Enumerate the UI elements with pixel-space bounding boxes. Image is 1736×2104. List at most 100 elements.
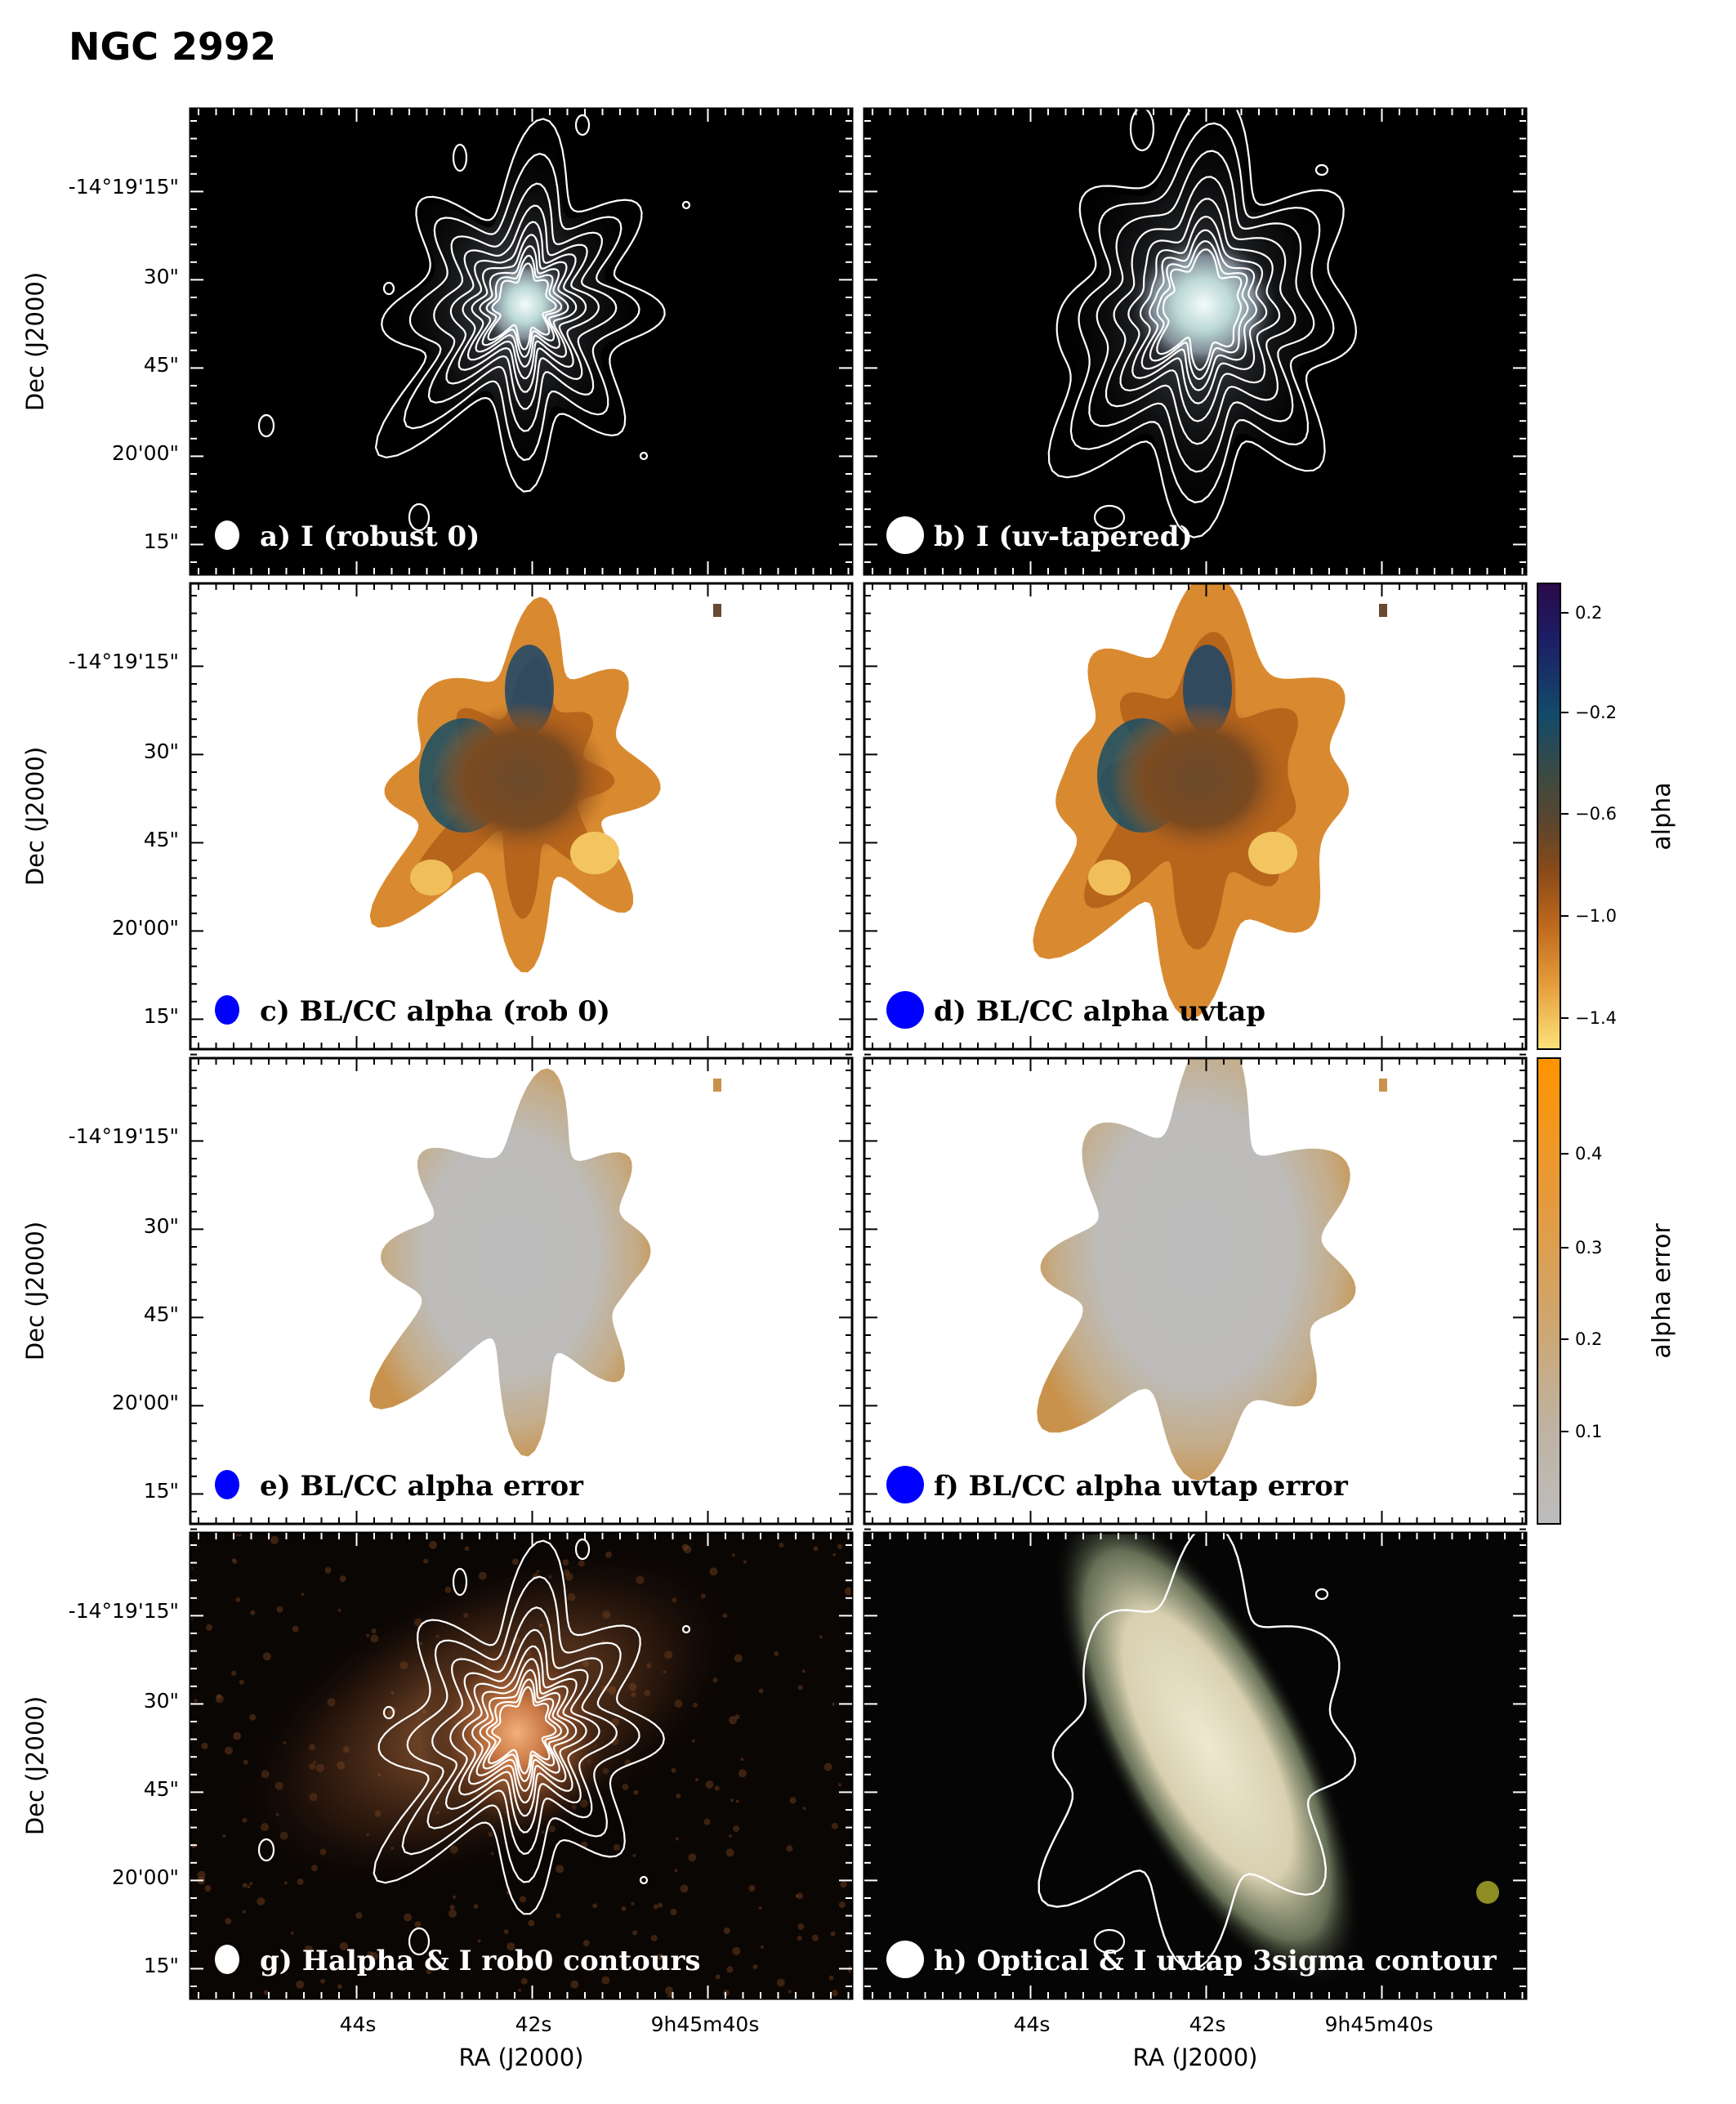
colorbar-gradient <box>1537 583 1561 1050</box>
contour-6 <box>466 234 578 380</box>
colorbar-2: 0.4 0.3 0.2 0.1 alpha error <box>1537 1057 1676 1525</box>
dec-tick-label: 30" <box>144 739 179 763</box>
panel-label: h) Optical & I uvtap 3sigma contour <box>934 1945 1497 1977</box>
contour-4 <box>445 204 600 410</box>
colorbar-1: 0.2 −0.2 −0.6 −1.0 −1.4 alpha <box>1537 583 1676 1050</box>
panel-frame <box>863 1531 1528 2000</box>
panel-frame <box>189 1056 854 1526</box>
contour-9 <box>487 1686 557 1775</box>
panel-label: a) I (robust 0) <box>260 520 480 553</box>
dec-tick-label: 30" <box>144 1214 179 1238</box>
contour-5 <box>458 1645 587 1817</box>
panel-frame <box>189 582 854 1051</box>
dec-tick-label: 30" <box>144 1689 179 1713</box>
contour-1 <box>1047 109 1358 538</box>
contour-1 <box>374 118 666 493</box>
beam-ellipse <box>215 1470 239 1499</box>
panel-frame <box>863 1056 1528 1526</box>
contour-9 <box>487 262 557 351</box>
dec-tick-label: 20'00" <box>112 1391 179 1414</box>
ra-tick-label: 44s <box>1014 2012 1051 2036</box>
contour-8 <box>481 254 563 358</box>
colorbar-tick-label: 0.4 <box>1575 1144 1602 1164</box>
colorbar-tick-label: −0.6 <box>1575 804 1617 824</box>
dec-tick-label: -14°19'15" <box>69 1599 179 1623</box>
colorbar-tick-label: 0.2 <box>1575 603 1602 623</box>
contour-4 <box>444 1628 600 1834</box>
dec-tick-label: 20'00" <box>112 916 179 940</box>
contour-7 <box>1140 229 1257 391</box>
panel-frame <box>863 107 1528 576</box>
panel-7: g) Halpha & I rob0 contours -14°19'15" 30"… <box>21 1531 854 2071</box>
dec-tick-label: -14°19'15" <box>69 1124 179 1148</box>
contour-2 <box>403 152 640 462</box>
optical-galaxy <box>1054 1533 1361 1988</box>
contour-9 <box>1156 248 1243 371</box>
panel-6: f) BL/CC alpha uvtap error <box>863 1056 1528 1530</box>
panel-label: c) BL/CC alpha (rob 0) <box>260 995 610 1028</box>
ra-tick-label: 42s <box>1189 2012 1226 2036</box>
dec-tick-label: 15" <box>144 529 179 553</box>
beam-ellipse <box>215 1945 239 1974</box>
ra-tick-label: 9h45m40s <box>1325 2012 1434 2036</box>
ra-tick-label: 44s <box>340 2012 377 2036</box>
contour-6 <box>467 1658 578 1803</box>
contour-1 <box>373 1539 665 1915</box>
contour-5 <box>1119 198 1281 422</box>
ra-tick-label: 9h45m40s <box>651 2012 760 2036</box>
contour-3 <box>427 182 618 432</box>
contour-3 <box>426 1606 618 1856</box>
panel-label: d) BL/CC alpha uvtap <box>934 995 1265 1028</box>
panel-1: a) I (robust 0) -14°19'15" 30" 45" 20'00" 15"… <box>21 107 854 581</box>
panel-label: f) BL/CC alpha uvtap error <box>934 1470 1349 1503</box>
panel-image <box>190 109 852 574</box>
colorbar-tick-label: 0.2 <box>1575 1329 1602 1349</box>
dec-tick-label: -14°19'15" <box>69 175 179 199</box>
panel-label: b) I (uv-tapered) <box>934 520 1193 553</box>
panel-5: e) BL/CC alpha error -14°19'15" 30" 45" 20'0… <box>21 1056 854 1530</box>
panel-image <box>190 583 852 1049</box>
dec-tick-label: 30" <box>144 265 179 288</box>
dec-tick-label: 20'00" <box>112 1865 179 1889</box>
colorbar-tick-label: −1.4 <box>1575 1008 1617 1028</box>
panel-frame <box>189 107 854 576</box>
contour-3 <box>1088 150 1315 473</box>
panel-image <box>190 1058 852 1524</box>
error-map <box>369 1068 651 1457</box>
error-map <box>1037 1058 1356 1481</box>
dec-tick-label: 45" <box>144 1777 179 1801</box>
panel-2: b) I (uv-tapered) <box>863 107 1528 581</box>
y-axis-label: Dec (J2000) <box>21 1222 49 1360</box>
y-axis-label: Dec (J2000) <box>21 272 49 411</box>
x-axis-label: RA (J2000) <box>458 2044 583 2071</box>
dec-tick-label: 45" <box>144 828 179 851</box>
colorbar-gradient <box>1537 1057 1561 1525</box>
contour-8 <box>482 1678 562 1782</box>
y-axis-label: Dec (J2000) <box>21 747 49 886</box>
contour-7 <box>475 244 569 368</box>
colorbar-tick-label: −0.2 <box>1575 703 1617 722</box>
beam-ellipse <box>215 995 239 1025</box>
y-axis-label: Dec (J2000) <box>21 1696 49 1835</box>
beam-ellipse <box>215 520 239 550</box>
ra-tick-label: 42s <box>515 2012 552 2036</box>
contour-2 <box>1069 122 1335 503</box>
panel-image <box>864 109 1526 574</box>
x-axis-label: RA (J2000) <box>1132 2044 1257 2071</box>
beam-ellipse <box>886 1941 924 1978</box>
panel-label: g) Halpha & I rob0 contours <box>260 1945 701 1977</box>
beam-ellipse <box>886 516 924 554</box>
dec-tick-label: 15" <box>144 1479 179 1503</box>
panel-8: h) Optical & I uvtap 3sigma contour 44s 42… <box>863 1531 1528 2071</box>
panel-image <box>864 1058 1526 1524</box>
dec-tick-label: -14°19'15" <box>69 650 179 673</box>
colorbar-tick-label: 0.3 <box>1575 1238 1602 1257</box>
contour-6 <box>1131 216 1268 404</box>
colorbar-title: alpha <box>1648 782 1676 850</box>
colorbar-tick-label: −1.0 <box>1575 906 1617 926</box>
dec-tick-label: 45" <box>144 353 179 377</box>
panel-image <box>864 583 1526 1049</box>
panel-frame <box>863 582 1528 1051</box>
beam-ellipse <box>886 991 924 1029</box>
figure-title: NGC 2992 <box>69 25 277 69</box>
